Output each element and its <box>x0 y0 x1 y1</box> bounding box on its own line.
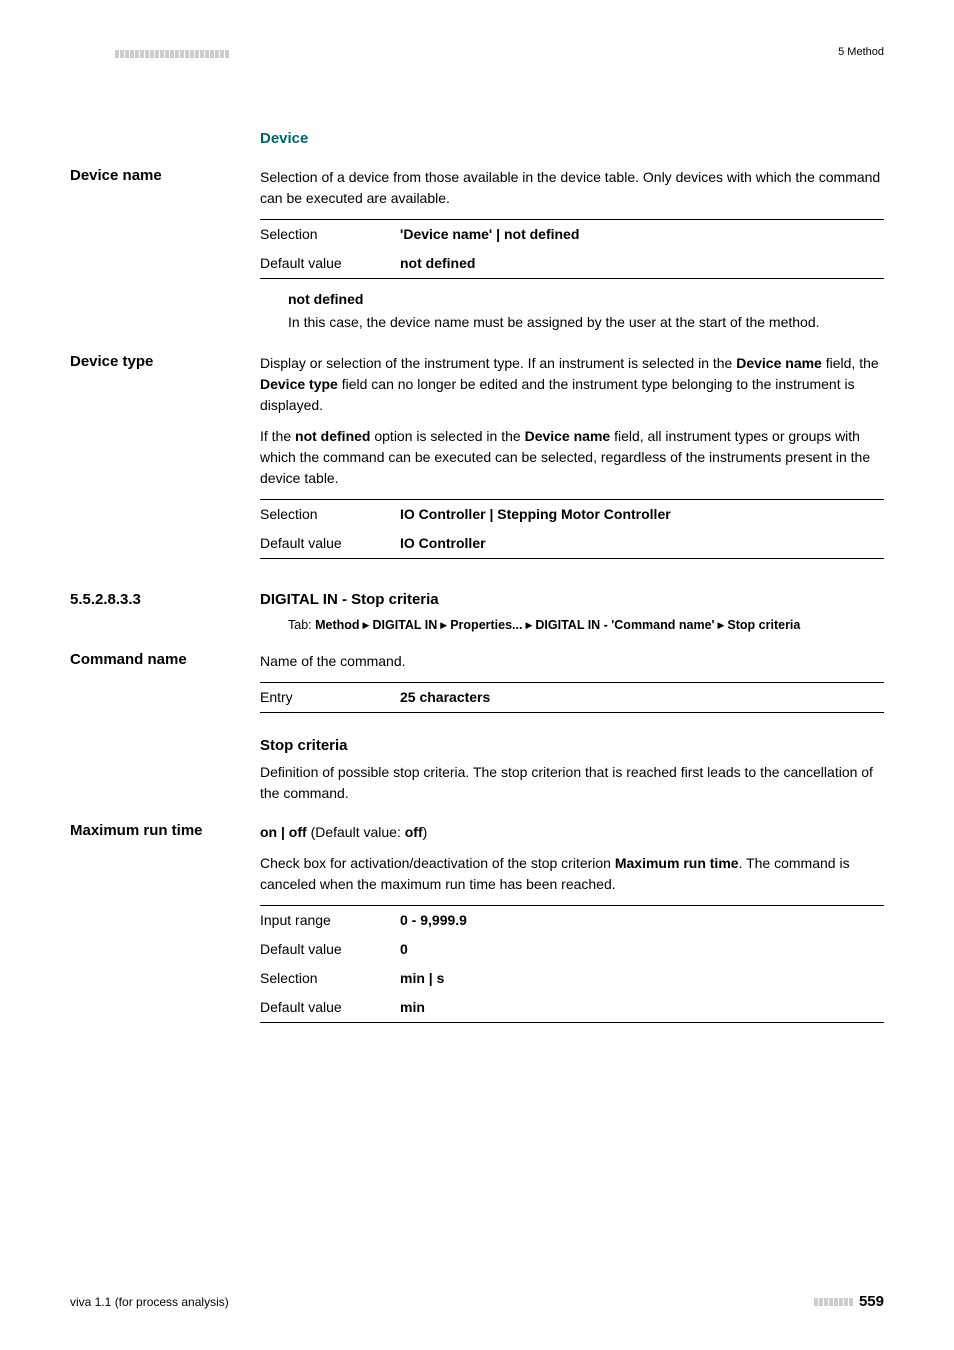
selection-label: Selection <box>260 964 400 993</box>
device-type-label: Device type <box>70 353 260 569</box>
section-553-row: 5.5.2.8.3.3 DIGITAL IN - Stop criteria <box>70 591 884 608</box>
default-label: Default value <box>260 529 400 559</box>
command-name-table: Entry 25 characters <box>260 682 884 713</box>
command-name-desc: Name of the command. <box>260 651 884 672</box>
not-defined-label: not defined <box>288 289 884 310</box>
tab-path: Tab: Method▶DIGITAL IN▶Properties...▶DIG… <box>288 616 884 635</box>
selection-label: Selection <box>260 220 400 250</box>
device-heading: Device <box>260 130 884 147</box>
not-defined-block: not defined In this case, the device nam… <box>288 289 884 333</box>
not-defined-desc: In this case, the device name must be as… <box>288 312 884 333</box>
selection-value: IO Controller | Stepping Motor Controlle… <box>400 506 671 522</box>
input-range-label: Input range <box>260 905 400 935</box>
command-name-block: Command name Name of the command. Entry … <box>70 651 884 723</box>
command-name-label: Command name <box>70 651 260 723</box>
selection-value: 'Device name' | not defined <box>400 226 579 242</box>
selection-value: min | s <box>400 970 444 986</box>
default1-value: 0 <box>400 941 408 957</box>
page-content: Device Device name Selection of a device… <box>70 130 884 1033</box>
input-range-value: 0 - 9,999.9 <box>400 912 467 928</box>
device-name-block: Device name Selection of a device from t… <box>70 167 884 345</box>
device-type-desc2: If the not defined option is selected in… <box>260 426 884 489</box>
stop-criteria-block: Stop criteria Definition of possible sto… <box>260 737 884 804</box>
device-type-block: Device type Display or selection of the … <box>70 353 884 569</box>
stop-criteria-desc: Definition of possible stop criteria. Th… <box>260 762 884 804</box>
default1-label: Default value <box>260 935 400 964</box>
selection-label: Selection <box>260 500 400 530</box>
max-run-time-desc: Check box for activation/deactivation of… <box>260 853 884 895</box>
device-name-label: Device name <box>70 167 260 345</box>
max-run-time-table: Input range 0 - 9,999.9 Default value 0 … <box>260 905 884 1023</box>
max-run-time-block: Maximum run time on | off (Default value… <box>70 822 884 1033</box>
device-type-desc1: Display or selection of the instrument t… <box>260 353 884 416</box>
header-decoration <box>115 50 229 58</box>
default2-label: Default value <box>260 993 400 1023</box>
footer-left: viva 1.1 (for process analysis) <box>70 1295 229 1309</box>
device-name-table: Selection 'Device name' | not defined De… <box>260 219 884 279</box>
page-number: 559 <box>859 1293 884 1310</box>
section-title: DIGITAL IN - Stop criteria <box>260 591 439 608</box>
on-off-line: on | off (Default value: off) <box>260 822 884 843</box>
default-value: not defined <box>400 255 475 271</box>
max-run-time-label: Maximum run time <box>70 822 260 1033</box>
stop-criteria-heading: Stop criteria <box>260 737 884 754</box>
entry-value: 25 characters <box>400 689 490 705</box>
footer-decoration <box>814 1298 853 1306</box>
device-type-table: Selection IO Controller | Stepping Motor… <box>260 499 884 559</box>
default2-value: min <box>400 999 425 1015</box>
header-section: 5 Method <box>838 46 884 58</box>
device-name-desc: Selection of a device from those availab… <box>260 167 884 209</box>
page-footer: viva 1.1 (for process analysis) 559 <box>70 1293 884 1310</box>
entry-label: Entry <box>260 682 400 712</box>
default-label: Default value <box>260 249 400 279</box>
section-number: 5.5.2.8.3.3 <box>70 591 260 608</box>
default-value: IO Controller <box>400 535 486 551</box>
